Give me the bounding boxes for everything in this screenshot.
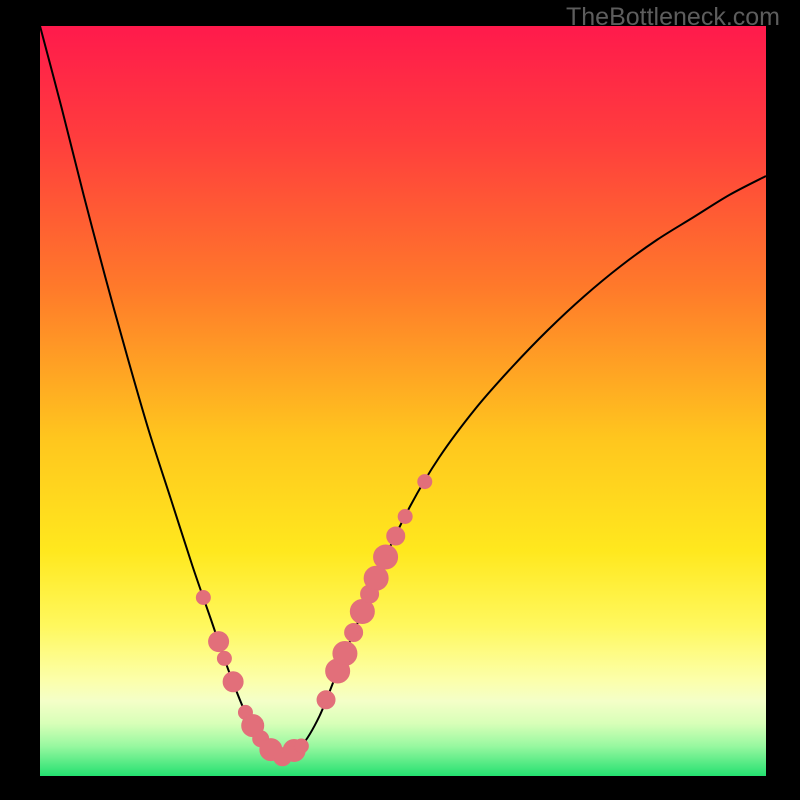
data-marker bbox=[418, 475, 432, 489]
watermark-text: TheBottleneck.com bbox=[566, 3, 780, 32]
data-marker bbox=[217, 651, 231, 665]
data-marker bbox=[345, 624, 363, 642]
chart-svg bbox=[40, 26, 766, 776]
data-marker bbox=[209, 632, 229, 652]
data-marker bbox=[333, 642, 357, 666]
data-marker bbox=[196, 591, 210, 605]
data-marker bbox=[364, 566, 388, 590]
marker-group bbox=[196, 475, 431, 766]
bottleneck-curve bbox=[40, 26, 766, 757]
data-marker bbox=[294, 739, 308, 753]
data-marker bbox=[387, 527, 405, 545]
data-marker bbox=[374, 545, 398, 569]
plot-area bbox=[40, 26, 766, 776]
data-marker bbox=[398, 510, 412, 524]
data-marker bbox=[223, 672, 243, 692]
data-marker bbox=[317, 691, 335, 709]
